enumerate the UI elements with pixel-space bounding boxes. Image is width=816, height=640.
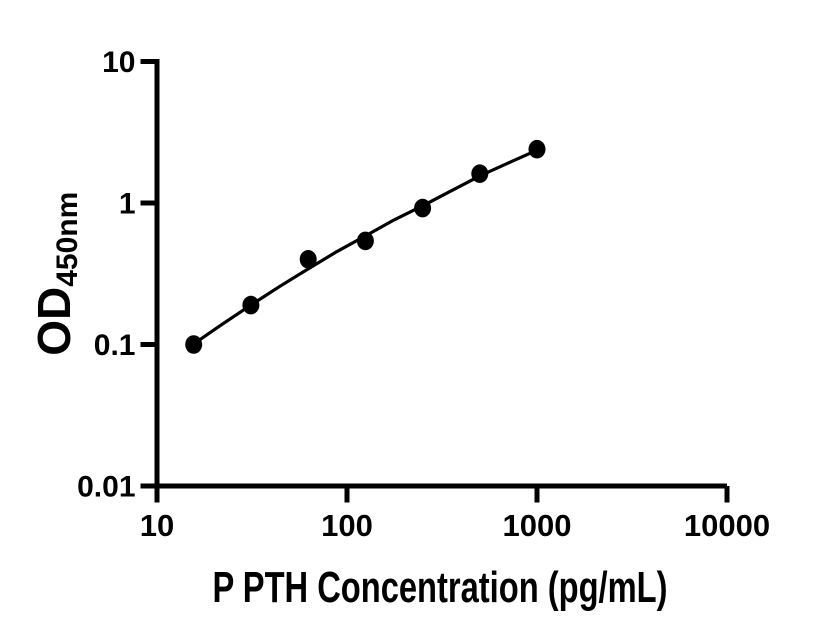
data-point [471,164,489,183]
data-point-series [185,139,546,354]
x-tick-label: 100 [321,508,373,543]
data-point [414,198,432,218]
data-point [528,139,546,159]
x-tick-label: 10000 [684,508,770,543]
data-point [356,231,374,251]
y-axis-title-subscript: 450nm [51,192,84,287]
x-tick-label: 10 [140,508,174,543]
x-tick-label: 1000 [503,508,572,543]
y-tick-label: 1 [119,188,136,221]
data-point [242,295,260,315]
data-point [299,249,317,269]
y-tick-label: 0.01 [77,471,135,504]
y-tick-label: 10 [102,46,135,79]
y-axis-title-main: OD [28,287,80,356]
y-axis-title: OD450nm [28,192,84,356]
y-tick-label: 0.1 [94,329,136,362]
data-point [185,335,203,354]
x-axis-title: P PTH Concentration (pg/mL) [213,563,668,612]
